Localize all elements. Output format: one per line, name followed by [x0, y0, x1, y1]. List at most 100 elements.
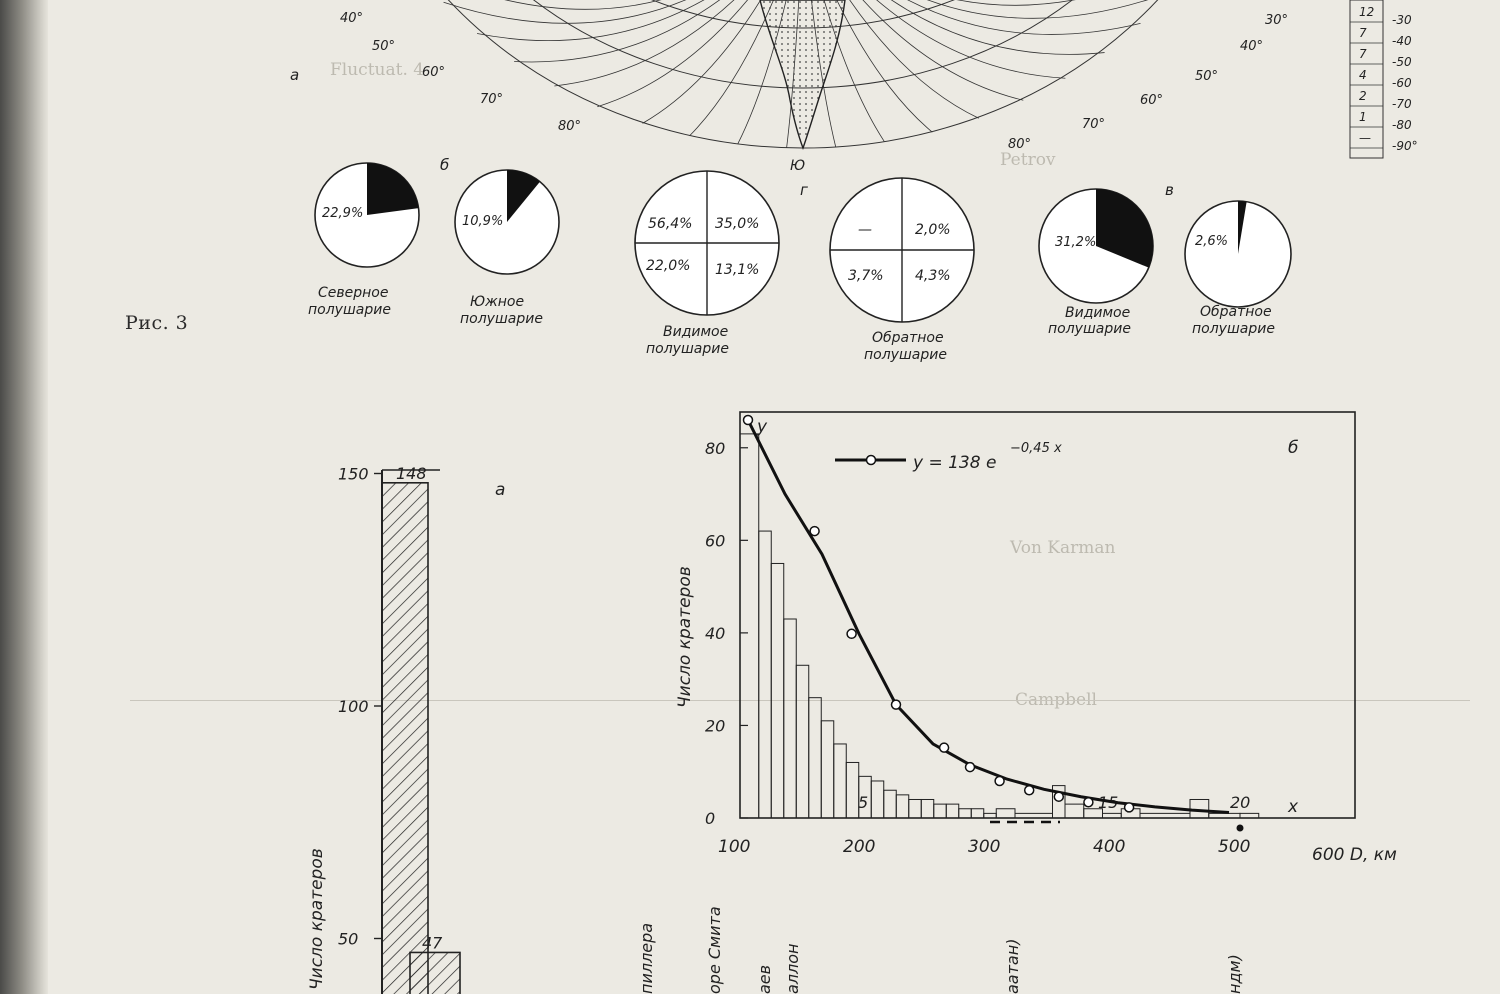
line-chart-histogram-bin — [770, 562, 785, 819]
map-meridian — [836, 0, 933, 133]
pie-northern-wedge — [367, 163, 419, 215]
bottom-label: аев — [755, 965, 774, 994]
line-chart-legend-marker — [865, 454, 877, 466]
map-meridian — [597, 0, 748, 108]
map-legend-count: 7 — [1359, 47, 1367, 61]
line-chart-histogram-bin — [995, 808, 1016, 819]
line-chart-b: б y x Число кратеров 600 D, км y = 138 e… — [675, 411, 1397, 865]
map-meridian — [514, 0, 721, 63]
pie-visible-quad-label-2: полушарие — [646, 341, 729, 357]
line-chart-histogram-bin — [945, 803, 960, 819]
bottom-label: аатан) — [1003, 939, 1022, 994]
map-meridian — [907, 0, 1141, 35]
map-meridian — [443, 0, 687, 24]
map-legend-lat: -50 — [1392, 55, 1412, 69]
line-chart-yticks: 0 20 40 60 80 — [705, 439, 748, 828]
map-lat-label: 80° — [558, 119, 581, 134]
map-meridian — [689, 0, 774, 137]
line-chart-frame — [739, 411, 1356, 819]
pie-row: б г в 22,9% Северное полушарие 10,9% Южн… — [308, 156, 1292, 363]
line-chart-histogram-bin — [895, 794, 910, 819]
line-chart-histogram-bin — [1052, 785, 1066, 819]
line-chart-histogram-bin — [739, 433, 760, 819]
line-chart-fit-curve — [746, 419, 1230, 814]
line-chart-histogram-bin — [795, 664, 810, 819]
pie-southern-wedge — [507, 170, 540, 222]
line-chart-xtick-label: 500 — [1218, 837, 1250, 857]
line-chart-xlabel: 600 D, км — [1312, 845, 1397, 865]
line-chart-point — [938, 742, 950, 753]
bar-chart-value-label: 148 — [396, 464, 427, 483]
bar-chart-bars: 148 47 — [381, 464, 461, 994]
pie-far-quad-bl: 3,7% — [848, 268, 884, 284]
line-chart-histogram — [739, 433, 1260, 819]
pie-far-quad-label-2: полушарие — [864, 347, 947, 363]
pie-visible-quad-bl: 22,0% — [646, 258, 690, 274]
map-legend-lat: -60 — [1392, 76, 1412, 90]
map-lat-label: 60° — [422, 65, 445, 80]
bottom-label: оре Смита — [705, 906, 724, 994]
pie-far-wedge — [1238, 201, 1247, 254]
ghost-text: Petrov — [1000, 150, 1056, 170]
line-chart-formula-exponent: −0,45 x — [1010, 441, 1062, 456]
line-chart-ytick-label: 0 — [705, 809, 715, 828]
line-chart-point — [809, 525, 820, 537]
map-lat-label: 60° — [1140, 93, 1163, 108]
line-chart-histogram-bin — [808, 697, 822, 819]
line-chart-ytick-label: 80 — [705, 439, 725, 458]
pie-visible-value: 31,2% — [1055, 235, 1096, 250]
map-meridian — [890, 0, 1105, 55]
line-chart-x-letter: x — [1287, 797, 1299, 817]
map-legend-lat: -80 — [1392, 118, 1412, 132]
bottom-label: ндм) — [1225, 954, 1244, 994]
pie-northern-label-2: полушарие — [308, 302, 391, 318]
line-chart-ytick-label: 40 — [705, 624, 725, 643]
book-spine-shadow — [0, 0, 48, 994]
map-legend-lat: -90° — [1392, 139, 1418, 153]
line-chart-point — [994, 775, 1005, 787]
map-legend-box — [1349, 0, 1384, 159]
bottom-label: аллон — [783, 943, 802, 994]
pie-visible-quad-tr: 35,0% — [715, 216, 759, 232]
map-legend-count: 12 — [1359, 5, 1374, 19]
ghost-text: Von Karman — [1010, 538, 1116, 558]
map-panel-letter: а — [290, 66, 299, 84]
line-chart-histogram-bin — [933, 803, 947, 819]
map-meridian — [823, 0, 885, 143]
map-meridian — [476, 0, 705, 42]
line-chart-histogram-bin — [833, 743, 847, 819]
map-meridian — [876, 0, 1066, 79]
map-right-lat-labels: 30°40° 50° 60° 70° 80° — [1008, 13, 1288, 152]
line-chart-point — [1123, 802, 1135, 813]
pie-far-value: 2,6% — [1195, 234, 1228, 249]
map-legend-lat: -30 — [1392, 13, 1412, 27]
line-chart-point — [964, 761, 976, 773]
map-legend-lat: -70 — [1392, 97, 1412, 111]
map-legend: 12 -30 7 -40 7 -50 4 -60 2 -70 1 -80 — -90° — [1349, 0, 1418, 159]
map-left-lat-labels: 40° 50° 60° 70° 80° — [340, 11, 581, 134]
bar-chart-value-label: 47 — [422, 933, 443, 952]
map-pole-label: Ю — [790, 158, 805, 174]
pie-northern-label: Северное — [318, 285, 388, 301]
map-meridian — [554, 0, 735, 87]
pie-far-quad-tl: — — [858, 222, 872, 238]
line-chart-formula: y = 138 e — [912, 453, 996, 473]
map-lat-label: 40° — [1240, 39, 1263, 54]
line-chart-xtick-label: 100 — [718, 837, 750, 857]
pie-visible-quad-br: 13,1% — [715, 262, 759, 278]
line-chart-histogram-bin — [845, 761, 860, 819]
map-legend-count: 7 — [1359, 26, 1367, 40]
bar-chart-panel-letter: а — [495, 480, 505, 500]
pie-far-label-2: полушарие — [1192, 321, 1275, 337]
bar-chart-ytick-label: 50 — [338, 930, 358, 949]
line-chart-point — [1023, 784, 1035, 796]
pie-southern-value: 10,9% — [462, 214, 503, 229]
pie-panel-b-letter: б — [440, 156, 449, 174]
map-legend-count: 4 — [1359, 68, 1367, 82]
line-chart-point — [846, 628, 857, 640]
map-lat-label: 50° — [372, 39, 395, 54]
line-chart-histogram-bin — [920, 798, 935, 819]
line-chart-end-dot — [1236, 824, 1244, 832]
pie-southern-label-2: полушарие — [460, 311, 543, 327]
line-chart-xtick-label: 300 — [968, 837, 1000, 857]
